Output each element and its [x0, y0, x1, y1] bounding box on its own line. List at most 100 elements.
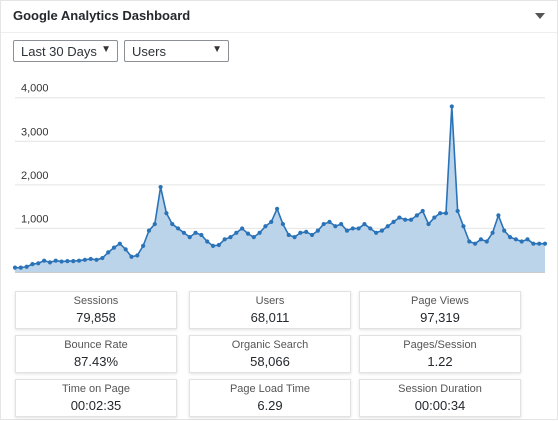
data-point[interactable]: [537, 241, 542, 246]
metric-select[interactable]: Users ▼: [124, 40, 229, 62]
data-point[interactable]: [403, 217, 408, 222]
data-point[interactable]: [222, 237, 227, 242]
data-point[interactable]: [525, 237, 530, 242]
data-point[interactable]: [391, 219, 396, 224]
data-point[interactable]: [513, 237, 518, 242]
data-point[interactable]: [129, 254, 134, 259]
data-point[interactable]: [216, 242, 221, 248]
data-point[interactable]: [507, 235, 513, 240]
data-point[interactable]: [181, 230, 186, 235]
chart-points-layer: [12, 104, 548, 270]
data-point[interactable]: [449, 104, 454, 109]
data-point[interactable]: [228, 235, 233, 240]
data-point[interactable]: [158, 184, 163, 190]
data-point[interactable]: [519, 239, 524, 244]
data-point[interactable]: [123, 247, 128, 252]
data-point[interactable]: [65, 259, 70, 264]
data-point[interactable]: [333, 224, 338, 229]
stat-label: Bounce Rate: [64, 339, 128, 351]
data-point[interactable]: [111, 245, 117, 250]
data-point[interactable]: [408, 217, 414, 222]
data-point[interactable]: [350, 226, 355, 231]
data-point[interactable]: [240, 226, 245, 231]
data-point[interactable]: [473, 241, 478, 246]
data-point[interactable]: [199, 232, 204, 238]
data-point[interactable]: [94, 257, 99, 262]
data-point[interactable]: [379, 228, 385, 233]
data-point[interactable]: [490, 230, 495, 235]
data-point[interactable]: [269, 219, 274, 224]
data-point[interactable]: [426, 221, 431, 227]
data-point[interactable]: [461, 224, 466, 229]
data-point[interactable]: [298, 230, 303, 235]
data-point[interactable]: [245, 231, 251, 236]
data-point[interactable]: [100, 255, 105, 261]
data-point[interactable]: [274, 206, 280, 211]
caret-down-icon[interactable]: [533, 9, 547, 23]
data-point[interactable]: [135, 253, 140, 258]
data-point[interactable]: [467, 239, 472, 244]
data-point[interactable]: [12, 265, 18, 270]
data-point[interactable]: [88, 256, 93, 262]
data-point[interactable]: [210, 243, 216, 248]
data-point[interactable]: [496, 213, 501, 218]
data-point[interactable]: [251, 235, 256, 240]
data-point[interactable]: [315, 228, 320, 233]
data-point[interactable]: [368, 226, 373, 231]
data-point[interactable]: [76, 258, 82, 263]
data-point[interactable]: [205, 239, 210, 244]
data-point[interactable]: [292, 235, 297, 240]
data-point[interactable]: [478, 237, 484, 242]
data-point[interactable]: [170, 221, 175, 227]
stat-card: Time on Page 00:02:35: [15, 379, 177, 417]
data-point[interactable]: [234, 230, 239, 235]
data-point[interactable]: [257, 230, 262, 235]
data-point[interactable]: [187, 235, 192, 240]
data-point[interactable]: [42, 258, 47, 263]
data-point[interactable]: [339, 221, 344, 227]
data-point[interactable]: [59, 259, 64, 264]
data-point[interactable]: [193, 230, 198, 235]
data-point[interactable]: [286, 232, 291, 238]
data-point[interactable]: [414, 213, 419, 218]
data-point[interactable]: [164, 211, 169, 216]
data-point[interactable]: [117, 241, 122, 246]
data-point[interactable]: [47, 260, 53, 265]
data-point[interactable]: [36, 261, 41, 266]
data-point[interactable]: [18, 265, 23, 270]
data-point[interactable]: [438, 211, 443, 216]
stat-card: Page Views 97,319: [359, 291, 521, 329]
data-point[interactable]: [502, 228, 507, 233]
data-point[interactable]: [152, 221, 157, 227]
data-point[interactable]: [443, 211, 449, 216]
data-point[interactable]: [327, 219, 332, 224]
data-point[interactable]: [263, 224, 268, 229]
data-point[interactable]: [374, 230, 379, 235]
data-point[interactable]: [175, 226, 181, 231]
data-point[interactable]: [455, 208, 460, 214]
data-point[interactable]: [280, 221, 286, 227]
data-point[interactable]: [344, 228, 350, 233]
data-point[interactable]: [385, 224, 390, 229]
data-point[interactable]: [321, 221, 326, 227]
data-point[interactable]: [146, 228, 152, 233]
data-point[interactable]: [53, 258, 58, 263]
data-point[interactable]: [397, 215, 402, 220]
data-point[interactable]: [432, 215, 437, 220]
data-point[interactable]: [531, 241, 536, 246]
data-point[interactable]: [141, 243, 146, 248]
data-point[interactable]: [542, 241, 548, 246]
data-point[interactable]: [420, 208, 425, 214]
data-point[interactable]: [106, 250, 111, 255]
data-point[interactable]: [356, 226, 361, 231]
data-point[interactable]: [362, 221, 367, 227]
data-point[interactable]: [484, 239, 489, 244]
stat-label: Time on Page: [61, 383, 131, 395]
data-point[interactable]: [30, 262, 35, 267]
data-point[interactable]: [304, 229, 309, 235]
date-range-select[interactable]: Last 30 Days ▼: [13, 40, 118, 62]
data-point[interactable]: [71, 259, 76, 264]
data-point[interactable]: [24, 264, 29, 269]
data-point[interactable]: [309, 232, 315, 238]
data-point[interactable]: [82, 257, 87, 262]
